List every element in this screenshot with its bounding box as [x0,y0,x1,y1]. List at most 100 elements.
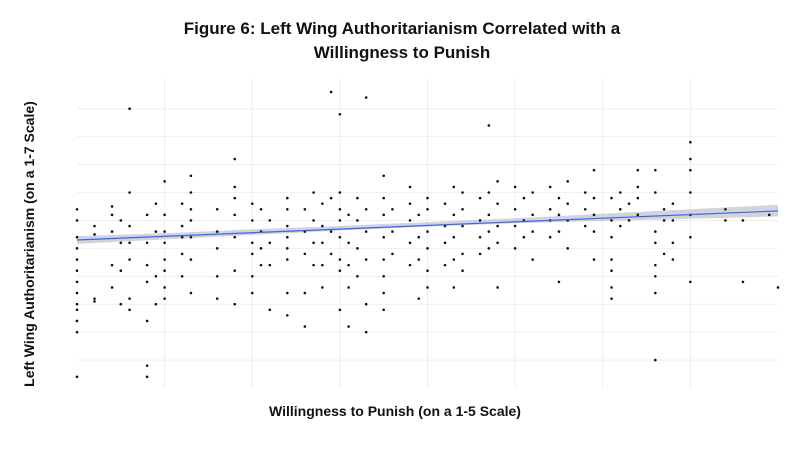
data-point-199 [522,235,526,239]
data-point-235 [627,219,631,222]
data-point-243 [654,241,657,245]
data-point-175 [461,207,464,211]
data-point-111 [321,286,324,289]
data-point-67 [215,274,219,278]
data-point-68 [215,297,219,300]
data-point-257 [689,168,692,172]
data-point-39 [145,375,149,379]
data-point-33 [145,213,149,217]
data-point-172 [452,258,456,261]
data-point-57 [189,174,193,178]
data-point-186 [487,230,491,233]
data-point-229 [610,286,613,289]
data-point-256 [689,157,692,161]
data-point-258 [689,191,692,194]
data-point-74 [233,269,237,273]
data-point-43 [154,302,158,306]
data-point-104 [312,219,315,222]
data-point-17 [110,205,114,208]
data-point-246 [654,291,657,295]
data-point-210 [557,230,561,233]
data-point-137 [364,302,368,306]
data-point-60 [189,219,193,222]
data-point-239 [636,213,640,217]
data-point-164 [426,286,429,289]
data-point-95 [286,258,289,261]
data-point-77 [250,219,254,222]
data-point-84 [259,247,263,250]
data-point-142 [382,235,385,239]
data-point-234 [627,202,631,205]
data-point-213 [566,202,569,205]
data-point-0 [75,207,79,211]
data-point-182 [478,252,482,256]
data-point-238 [636,196,640,200]
data-point-96 [286,291,289,295]
data-point-177 [461,252,464,256]
data-point-115 [329,252,333,256]
grid [77,78,778,388]
regression-line [76,210,779,241]
data-point-117 [338,191,342,194]
data-point-12 [75,375,79,379]
data-point-170 [452,213,456,217]
data-point-1 [75,219,79,222]
data-point-154 [408,263,412,267]
data-point-247 [654,358,657,362]
data-point-110 [321,263,324,267]
data-point-63 [189,291,193,295]
data-point-25 [119,302,123,306]
data-point-237 [636,185,640,189]
data-point-262 [724,207,727,211]
data-point-89 [268,308,272,312]
data-point-124 [347,213,350,217]
data-point-103 [312,191,315,194]
x-axis-label: Willingness to Punish (on a 1-5 Scale) [269,403,521,419]
data-point-51 [163,297,166,300]
data-point-112 [329,90,333,94]
data-point-92 [286,224,289,228]
data-point-37 [145,319,149,323]
data-point-261 [689,280,692,284]
data-point-100 [303,252,307,256]
data-point-13 [93,233,96,236]
data-point-130 [356,219,359,222]
data-point-173 [452,286,456,289]
data-point-183 [487,124,491,127]
data-point-125 [347,241,350,245]
data-point-215 [566,247,569,250]
data-point-202 [531,230,534,233]
data-point-9 [75,319,79,323]
data-point-71 [233,196,237,200]
data-point-187 [487,247,491,250]
data-point-79 [250,252,254,256]
data-point-152 [408,219,412,222]
data-point-266 [767,213,771,217]
data-point-91 [286,207,289,211]
data-point-38 [145,364,149,367]
data-point-54 [180,235,184,239]
data-point-64 [215,207,219,211]
confidence-band [77,204,778,244]
data-point-78 [250,241,254,245]
data-point-7 [75,291,79,295]
data-point-197 [522,196,526,200]
data-point-26 [128,107,131,111]
data-point-15 [93,297,96,300]
data-point-86 [268,219,272,222]
data-point-216 [583,191,587,194]
data-point-3 [75,247,79,250]
data-point-240 [654,168,657,172]
data-point-102 [303,325,307,328]
data-point-136 [364,258,368,261]
data-point-224 [610,196,613,200]
data-point-133 [364,96,368,99]
data-point-181 [478,235,482,239]
data-point-193 [513,185,517,189]
data-point-219 [592,168,596,172]
data-points [75,90,780,379]
data-point-192 [496,286,499,289]
data-point-248 [662,207,666,211]
data-point-65 [215,230,219,233]
